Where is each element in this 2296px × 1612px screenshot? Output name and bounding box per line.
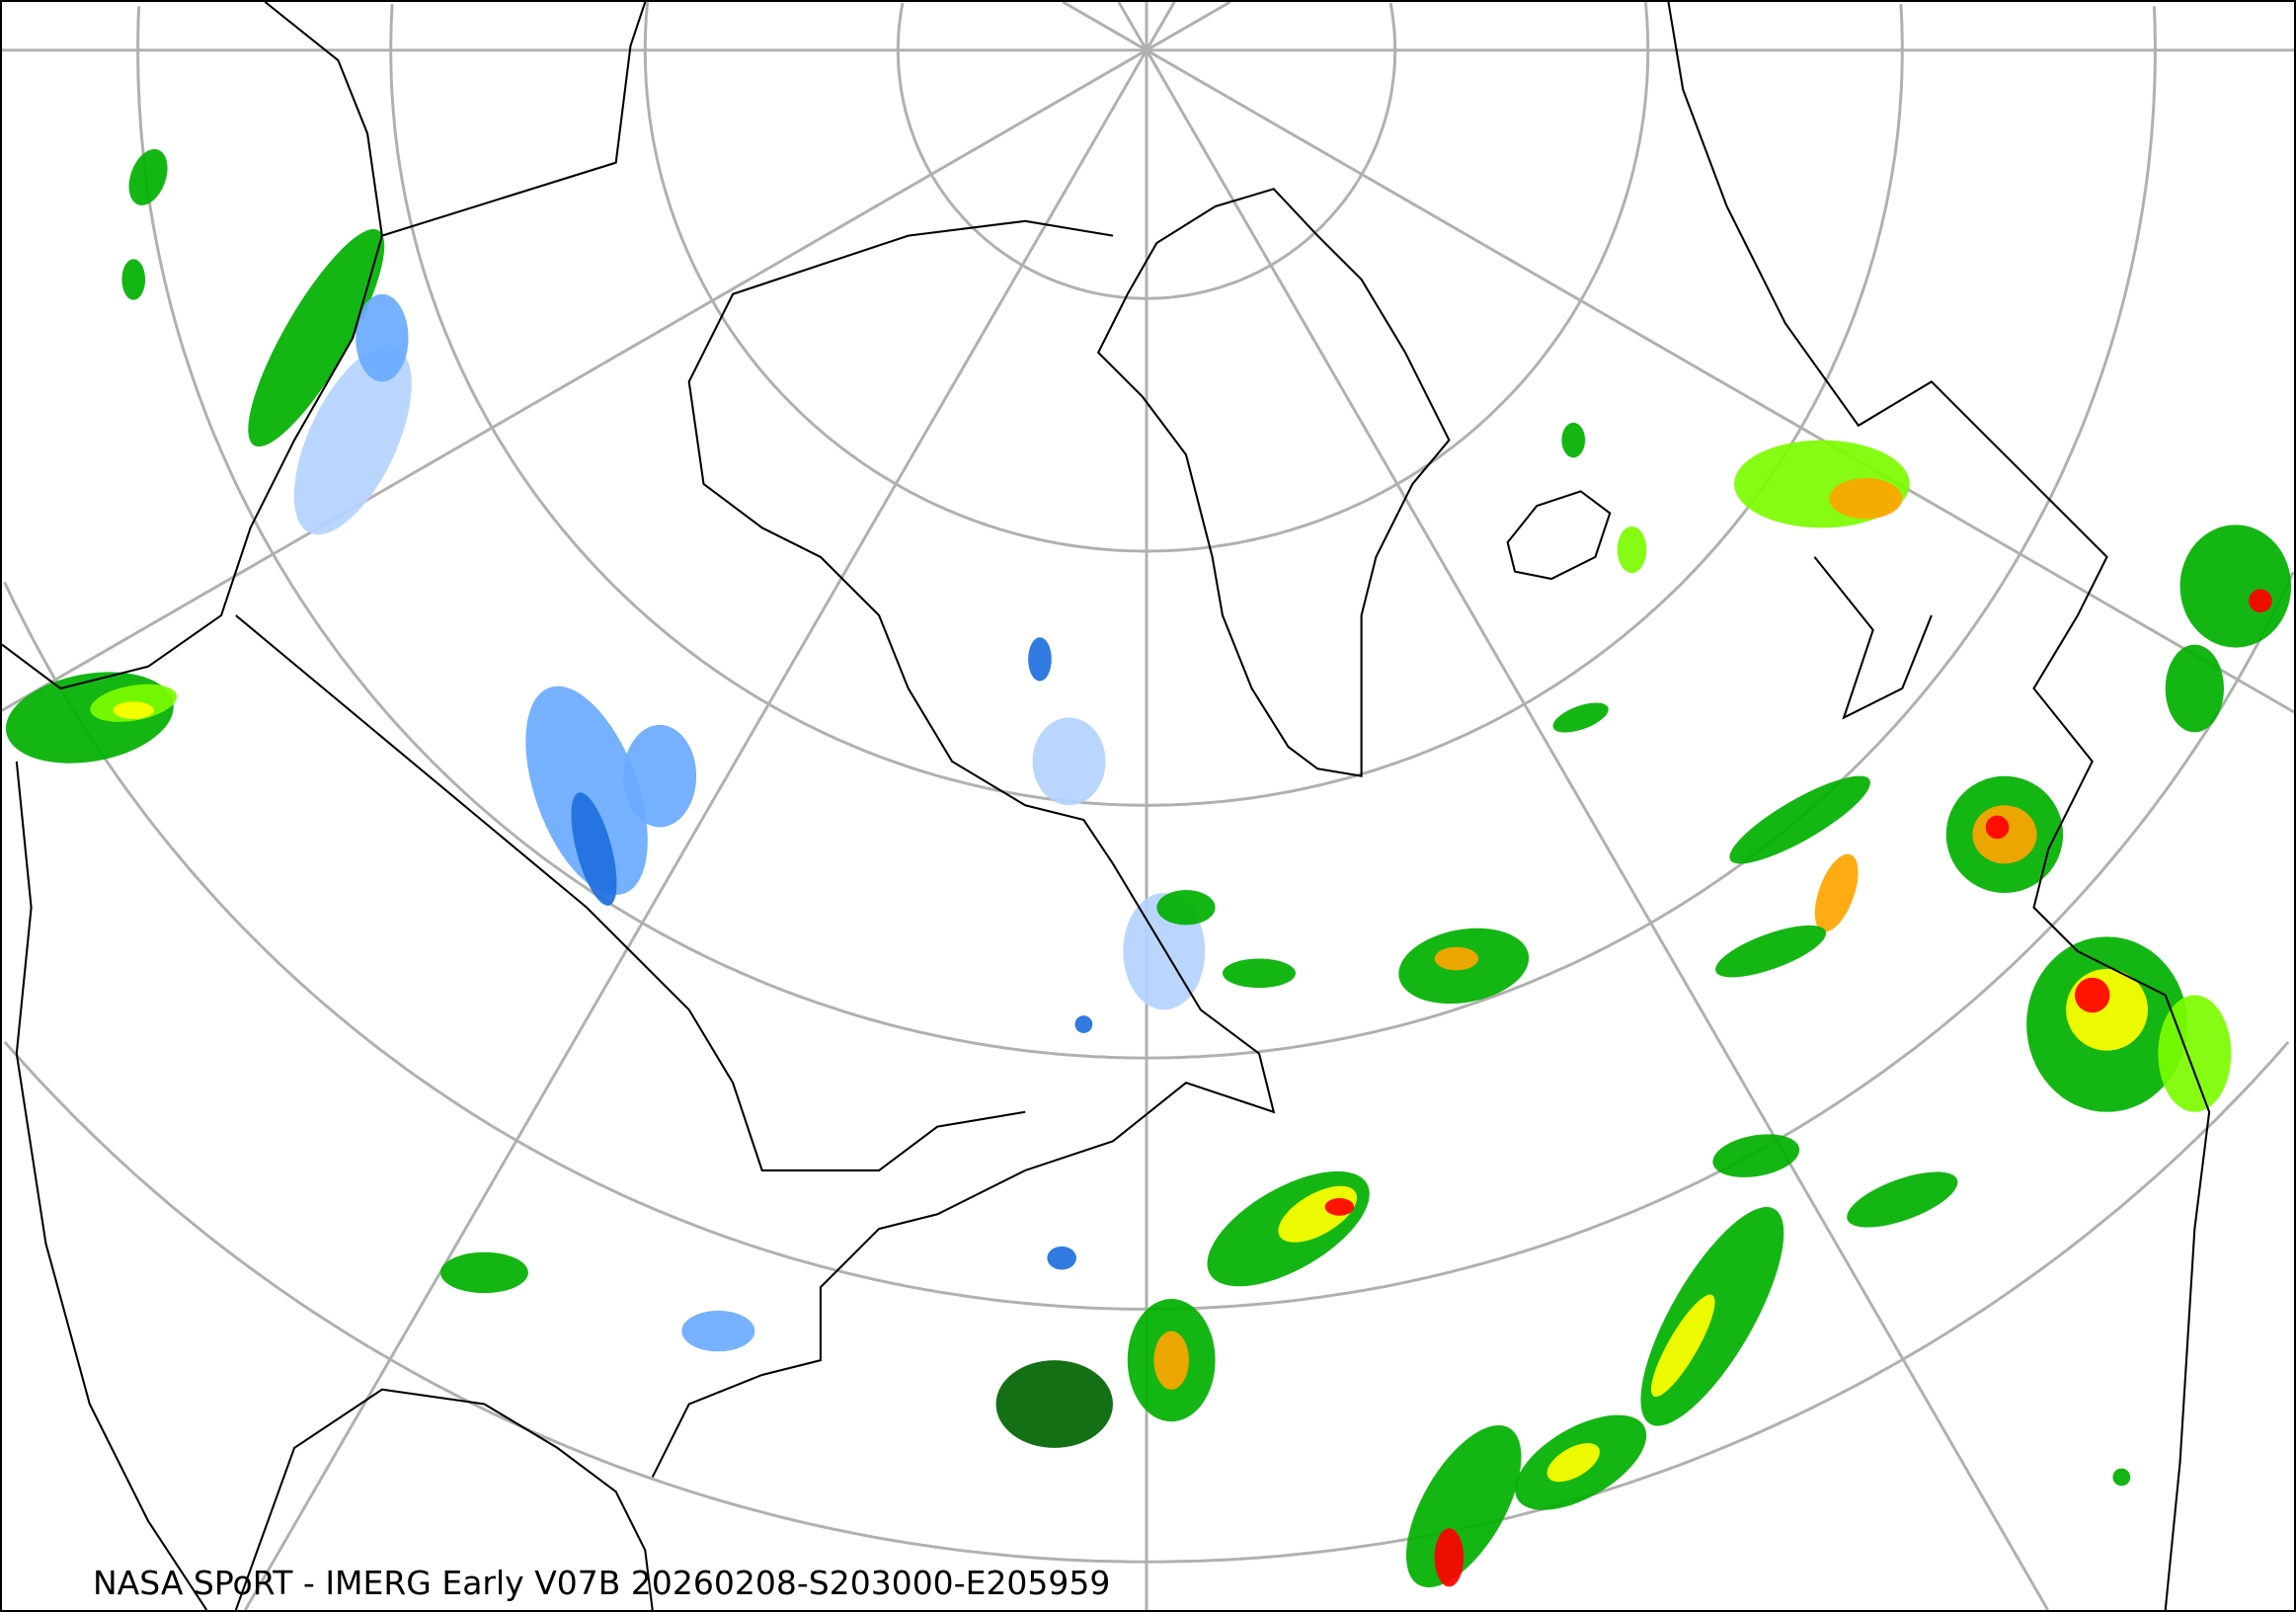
- meridian-line: [1062, 2, 1148, 52]
- meridian-line: [244, 49, 1148, 1610]
- precipitation-area: [2179, 524, 2292, 648]
- precipitation-area: [293, 345, 412, 535]
- precipitation-area: [681, 1310, 755, 1352]
- iceland-outline: [1506, 490, 1612, 581]
- latitude-circle: [643, 2, 1650, 553]
- precipitation-area: [1729, 775, 1870, 864]
- meridian-line: [1146, 2, 1231, 52]
- precipitation-area: [1985, 815, 2010, 840]
- meridian-line: [1145, 49, 2050, 1610]
- precipitation-area: [128, 148, 168, 205]
- precipitation-area: [248, 229, 385, 447]
- precipitation-area: [2112, 1468, 2131, 1487]
- precipitation-area: [1047, 1246, 1076, 1270]
- latitude-circle: [136, 6, 2157, 1060]
- precipitation-area: [121, 259, 146, 300]
- latitude-circle: [389, 3, 1904, 807]
- precipitation-area: [1405, 1424, 1522, 1588]
- precipitation-area: [1712, 1134, 1800, 1177]
- precipitation-area: [1651, 1294, 1715, 1398]
- precipitation-area: [2158, 995, 2232, 1112]
- precipitation-area: [525, 685, 648, 896]
- precipitation-area: [623, 724, 697, 828]
- precipitation-area: [571, 792, 617, 906]
- coastlines: [2, 2, 2211, 1610]
- europe-outline: [1667, 2, 2211, 1610]
- meridian-line: [2, 48, 1148, 712]
- precipitation-area: [2249, 589, 2272, 613]
- precipitation-area: [2165, 644, 2224, 733]
- precipitation-area: [1847, 1171, 1958, 1228]
- latitude-circle: [896, 2, 1397, 300]
- precipitation-area: [1715, 925, 1827, 978]
- latitude-circle: [3, 571, 2294, 1311]
- precipitation-area: [1617, 525, 1647, 574]
- meridian-line: [1117, 2, 1148, 51]
- precipitation-area: [356, 293, 409, 382]
- north-america-outline: [2, 2, 1276, 1610]
- meridian-line: [1145, 2, 1176, 51]
- greenland-outline: [1096, 188, 1451, 777]
- precipitation-area: [5, 672, 174, 764]
- precipitation-area: [995, 1360, 1113, 1448]
- precipitation-area: [1222, 958, 1297, 989]
- precipitation-area: [1546, 1443, 1600, 1483]
- precipitation-area: [1829, 478, 1903, 520]
- us-canada-border: [235, 614, 1026, 1171]
- precipitation-area: [1561, 422, 1586, 458]
- precipitation-area: [2074, 977, 2110, 1013]
- precipitation-area: [1434, 1528, 1465, 1587]
- precipitation-area: [1324, 1198, 1355, 1216]
- precipitation-area: [113, 701, 154, 720]
- precipitation-area: [1028, 637, 1052, 682]
- precipitation-area: [1552, 702, 1609, 733]
- precipitation-area: [1156, 890, 1216, 926]
- map-caption: NASA SPoRT - IMERG Early V07B 20260208-S…: [93, 1564, 1111, 1602]
- precipitation-area: [1640, 1206, 1784, 1426]
- meridian-line: [1146, 48, 2294, 714]
- precipitation-area: [1434, 946, 1479, 971]
- precipitation-area: [1153, 1330, 1189, 1390]
- precipitation-area: [440, 1251, 528, 1294]
- precipitation-area: [1814, 853, 1859, 932]
- precipitation-area: [1032, 717, 1106, 806]
- precipitation-area: [1074, 1015, 1093, 1033]
- precipitation-layer: [5, 148, 2292, 1588]
